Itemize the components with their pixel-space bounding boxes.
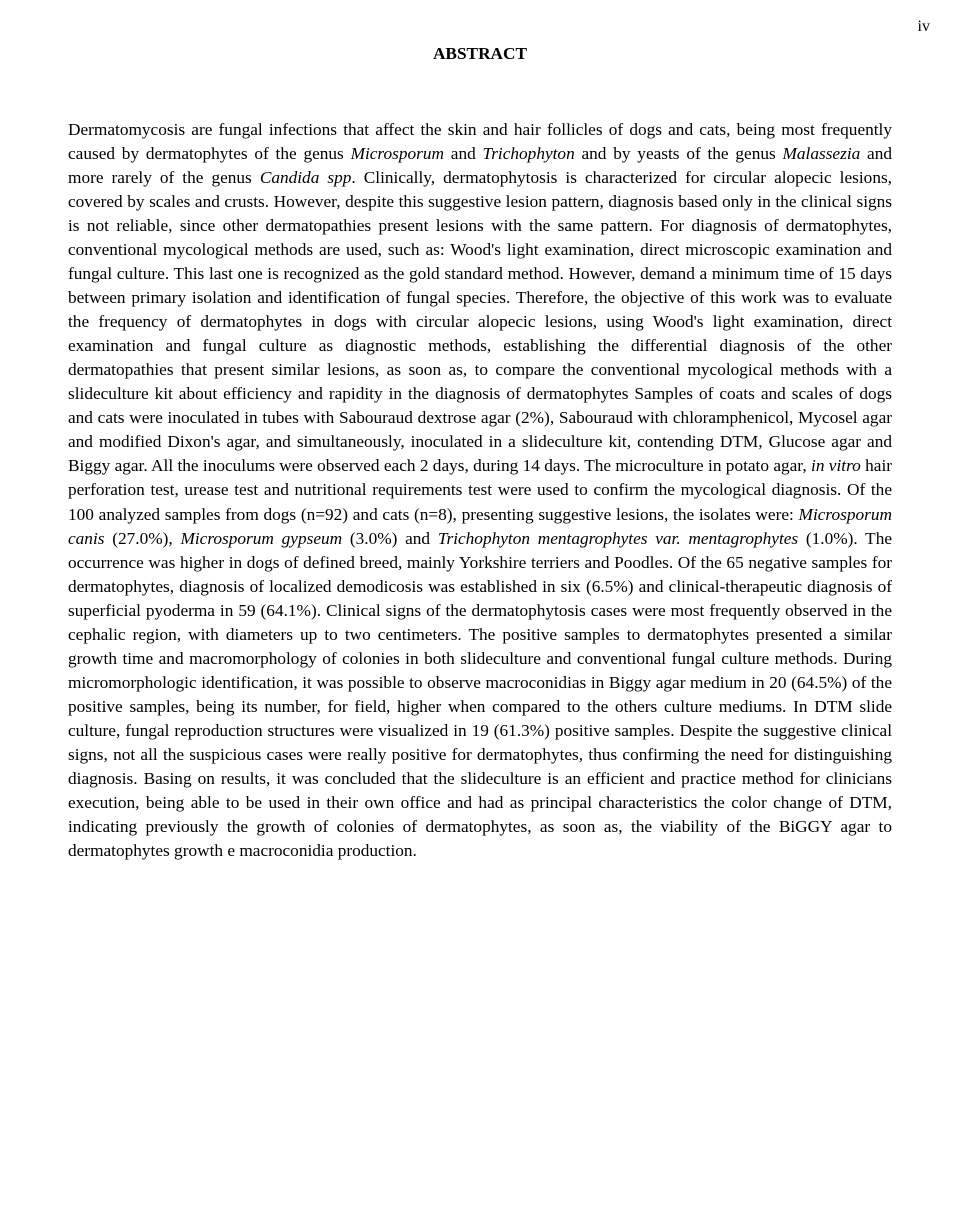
body-text-segment: . Clinically, dermatophytosis is charact… — [68, 168, 892, 475]
italic-term: Microsporum — [351, 144, 444, 163]
abstract-title: ABSTRACT — [68, 44, 892, 64]
body-text-segment: (1.0%). The occurrence was higher in dog… — [68, 529, 892, 860]
document-page: iv ABSTRACT Dermatomycosis are fungal in… — [0, 0, 960, 1206]
italic-term: Trichophyton — [483, 144, 575, 163]
page-number: iv — [918, 18, 930, 36]
abstract-body: Dermatomycosis are fungal infections tha… — [68, 118, 892, 863]
body-text-segment: (3.0%) and — [342, 529, 438, 548]
italic-term: Candida spp — [260, 168, 352, 187]
italic-term: in vitro — [811, 456, 861, 475]
body-text-segment: and — [444, 144, 483, 163]
italic-term: Trichophyton mentagrophytes var. mentagr… — [438, 529, 798, 548]
body-text-segment: (27.0%), — [104, 529, 180, 548]
italic-term: Microsporum gypseum — [180, 529, 342, 548]
italic-term: Malassezia — [783, 144, 861, 163]
body-text-segment: and by yeasts of the genus — [575, 144, 783, 163]
